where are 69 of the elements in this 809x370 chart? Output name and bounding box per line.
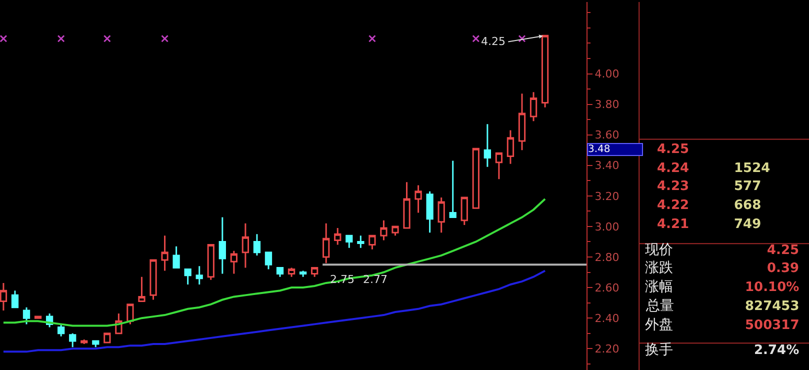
- candlestick: [322, 222, 330, 264]
- candlestick: [426, 190, 434, 234]
- line-series: [2, 198, 546, 327]
- text: 总量 827453: [646, 298, 800, 314]
- candlestick: [311, 266, 318, 278]
- candlestick: [264, 252, 272, 270]
- text: 4.24 1524: [657, 161, 770, 176]
- text: 3.48: [588, 144, 610, 155]
- candlestick: [150, 259, 157, 301]
- candlestick: [230, 250, 238, 275]
- candlestick: [161, 234, 168, 272]
- candlestick: [403, 181, 410, 229]
- text: 外盘 500317: [645, 317, 800, 333]
- candlestick: [80, 338, 88, 345]
- candlestick: [92, 340, 100, 348]
- y-tick-label: 3.00: [594, 220, 620, 234]
- y-tick-label: 2.40: [594, 312, 620, 325]
- candlestick: [506, 130, 514, 165]
- candlestick: [276, 266, 284, 278]
- candlestick: [69, 332, 76, 348]
- text: 现价 4.25: [645, 242, 800, 258]
- candlestick: [380, 220, 388, 241]
- candlestick: [218, 216, 226, 275]
- candlestick: [288, 266, 296, 278]
- candlestick: [253, 233, 261, 256]
- candlestick: [438, 196, 445, 234]
- candlestick: [184, 268, 192, 286]
- candlestick: [22, 306, 30, 325]
- line-series: [2, 270, 546, 353]
- text: 4.25: [657, 142, 690, 157]
- candlestick: [58, 323, 65, 338]
- text: 涨幅 10.10%: [645, 279, 800, 295]
- candlestick: [207, 244, 214, 281]
- text: 涨跌 0.39: [645, 260, 800, 276]
- candlestick: [196, 265, 203, 286]
- candlestick: [346, 234, 353, 249]
- candlestick: [449, 160, 456, 218]
- candlestick: [484, 123, 491, 168]
- y-tick-label: 2.60: [594, 281, 620, 294]
- y-tick-label: 2.20: [594, 342, 620, 356]
- candlestick: [530, 91, 538, 122]
- y-tick-label: 4.00: [594, 68, 620, 81]
- y-tick-label: 3.80: [594, 98, 620, 112]
- y-tick-label: 3.60: [594, 128, 620, 142]
- candlestick: [414, 184, 422, 214]
- candlestick: [299, 270, 307, 278]
- text: 4.23 577: [657, 179, 762, 194]
- candlestick: [495, 152, 503, 180]
- y-tick-label: 3.20: [594, 190, 620, 203]
- candlestick: [472, 148, 480, 209]
- y-tick-label: 2.80: [594, 250, 620, 264]
- candlestick: [368, 234, 376, 250]
- candlestick: [104, 332, 111, 344]
- candlestick: [126, 304, 134, 325]
- candlestick: [460, 196, 468, 226]
- candlestick: [334, 227, 342, 246]
- candlestick: [357, 234, 364, 249]
- y-tick-label: 3.40: [594, 159, 620, 172]
- text: 4.21 749: [657, 217, 762, 232]
- text: 4.22 668: [657, 198, 762, 213]
- candlestick: [172, 246, 180, 268]
- candlestick: [518, 92, 526, 151]
- text: 换手 2.74%: [645, 342, 800, 358]
- candlestick: [11, 290, 19, 308]
- annotation: 2.77: [363, 273, 388, 286]
- candlestick: [392, 226, 399, 236]
- candlestick: [138, 276, 146, 302]
- candlestick: [242, 222, 250, 268]
- annotation: 4.25: [481, 35, 506, 48]
